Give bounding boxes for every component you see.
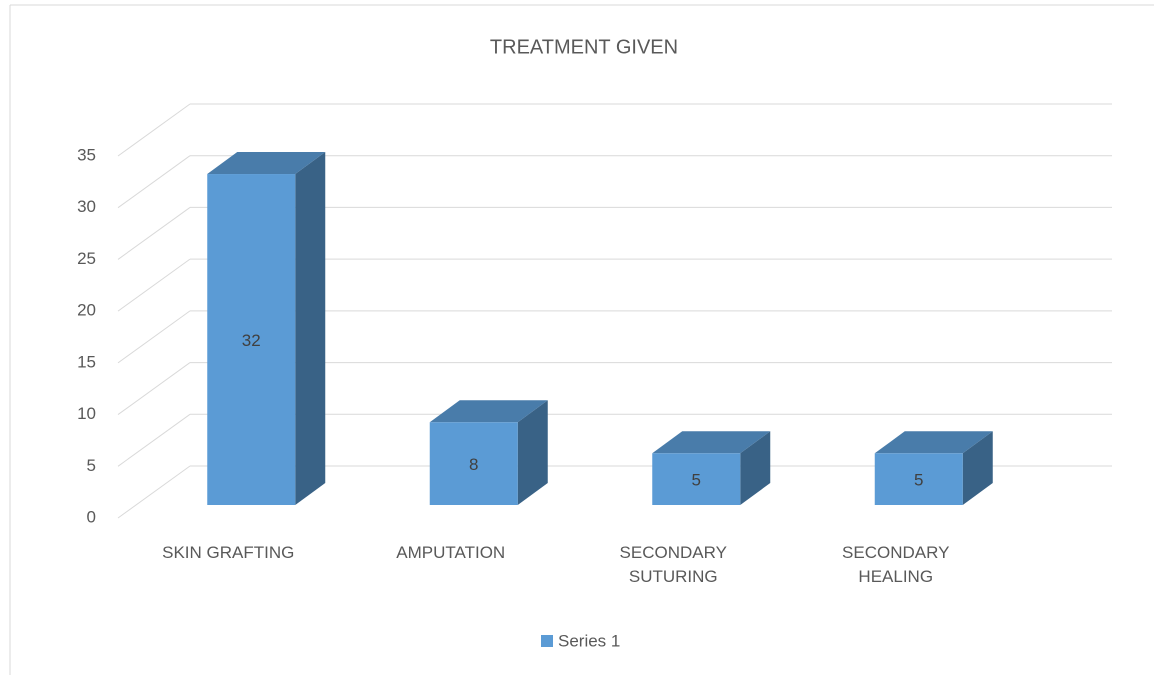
grid-line <box>117 310 191 364</box>
x-tick-label: AMPUTATION <box>396 543 506 562</box>
bar-side <box>962 431 993 505</box>
bar-side <box>295 152 326 505</box>
grid-line <box>117 155 191 209</box>
grid-line <box>117 103 191 157</box>
x-tick-label: SECONDARY HEALING <box>842 543 950 586</box>
grid-line <box>117 413 191 467</box>
grid-line <box>117 465 191 519</box>
legend-label: Series 1 <box>558 631 620 650</box>
data-label: 5 <box>914 471 923 490</box>
bar <box>429 422 518 505</box>
y-tick-label: 35 <box>77 145 96 164</box>
grid-line <box>117 258 191 312</box>
y-tick-label: 0 <box>87 507 96 526</box>
data-label: 8 <box>469 455 478 474</box>
y-tick-label: 5 <box>87 456 96 475</box>
bar <box>652 453 741 505</box>
legend-swatch <box>541 635 553 647</box>
x-tick-label: SECONDARY SUTURING <box>619 543 727 586</box>
grid-line <box>117 207 191 260</box>
x-tick-label: SKIN GRAFTING <box>162 543 295 562</box>
bar-top <box>207 152 326 175</box>
y-tick-label: 30 <box>77 197 96 216</box>
bar <box>874 453 963 505</box>
data-label: 32 <box>242 331 261 350</box>
y-tick-label: 15 <box>77 352 96 371</box>
chart-title: TREATMENT GIVEN <box>490 36 678 58</box>
data-label: 5 <box>692 471 701 490</box>
bar-top <box>429 400 548 423</box>
y-tick-label: 10 <box>77 404 96 423</box>
y-tick-label: 25 <box>77 249 96 268</box>
bar-side <box>740 431 771 505</box>
y-tick-label: 20 <box>77 301 96 320</box>
bar-top <box>874 431 993 454</box>
bar-side <box>517 400 548 505</box>
bar <box>207 174 296 505</box>
bar-top <box>652 431 771 454</box>
grid-line <box>117 362 191 415</box>
